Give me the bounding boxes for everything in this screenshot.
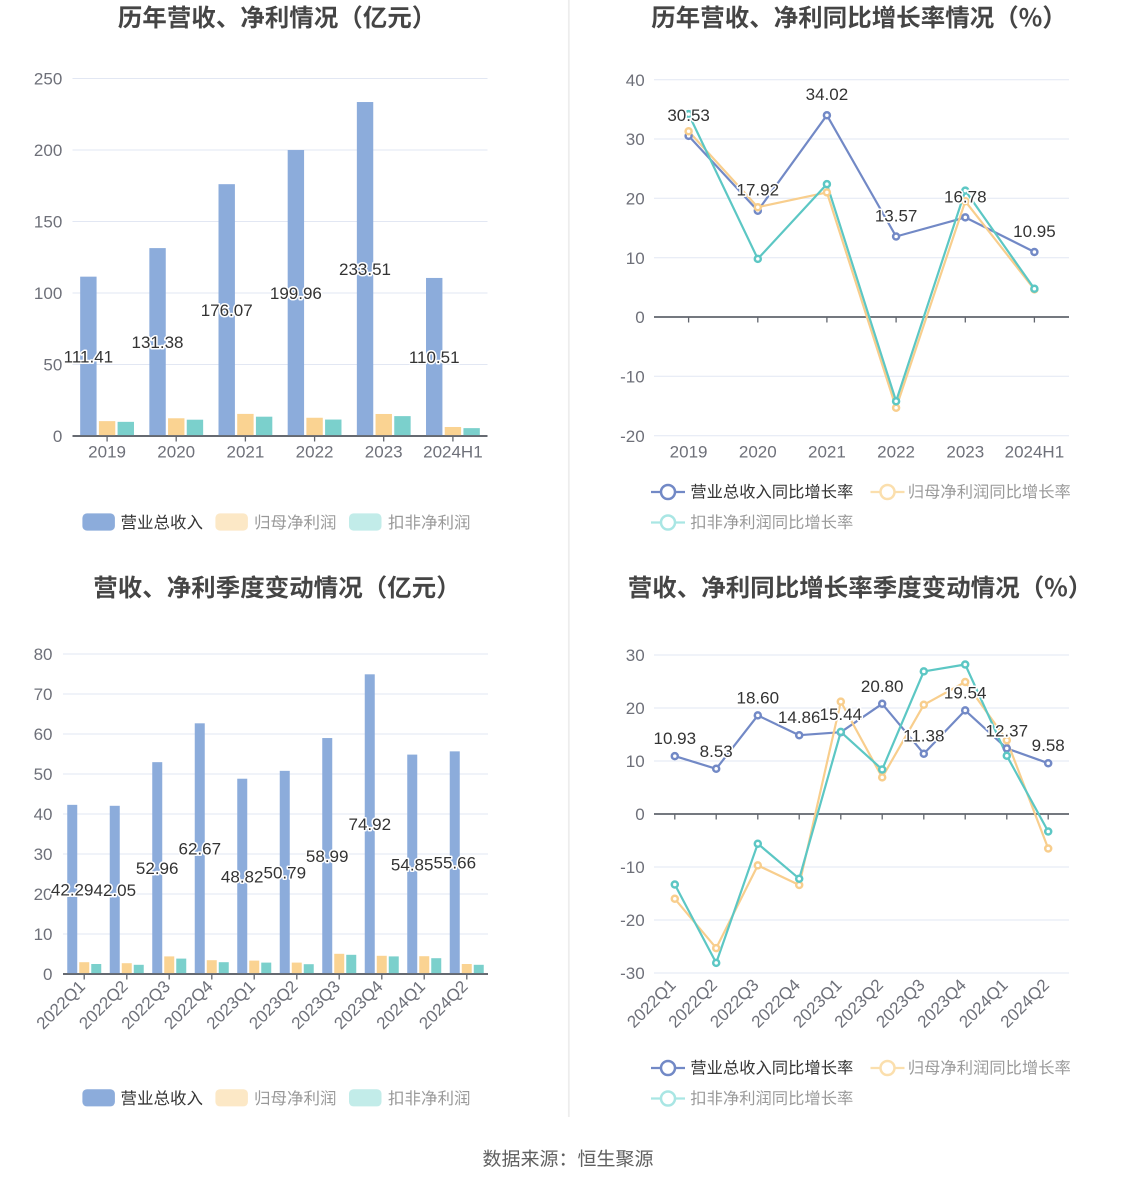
svg-text:14.86: 14.86 <box>778 708 821 727</box>
svg-text:2021: 2021 <box>226 443 264 462</box>
svg-text:30: 30 <box>626 646 645 665</box>
svg-text:60: 60 <box>34 725 53 744</box>
svg-text:20: 20 <box>626 699 645 718</box>
svg-text:74.92: 74.92 <box>349 815 392 834</box>
svg-text:131.38: 131.38 <box>132 333 184 352</box>
svg-text:2019: 2019 <box>88 443 126 462</box>
svg-text:30.53: 30.53 <box>667 106 710 125</box>
svg-text:-30: -30 <box>620 964 645 983</box>
svg-text:50: 50 <box>43 356 62 375</box>
svg-text:199.96: 199.96 <box>270 284 322 303</box>
svg-text:34.02: 34.02 <box>806 85 849 104</box>
svg-text:2023: 2023 <box>365 443 403 462</box>
svg-text:10.93: 10.93 <box>654 729 697 748</box>
svg-text:12.37: 12.37 <box>986 721 1029 740</box>
svg-text:233.51: 233.51 <box>339 260 391 279</box>
svg-text:30: 30 <box>626 130 645 149</box>
svg-text:2021: 2021 <box>808 443 846 462</box>
svg-text:20: 20 <box>626 190 645 209</box>
svg-text:2024H1: 2024H1 <box>423 443 483 462</box>
svg-text:2022: 2022 <box>296 443 334 462</box>
svg-text:80: 80 <box>34 645 53 664</box>
svg-text:200: 200 <box>34 141 62 160</box>
svg-text:13.57: 13.57 <box>875 207 918 226</box>
svg-text:2023: 2023 <box>946 443 984 462</box>
svg-text:17.92: 17.92 <box>737 181 780 200</box>
svg-text:0: 0 <box>43 965 52 984</box>
svg-text:58.99: 58.99 <box>306 847 349 866</box>
svg-text:52.96: 52.96 <box>136 859 179 878</box>
svg-text:40: 40 <box>626 71 645 90</box>
svg-text:0: 0 <box>635 805 644 824</box>
svg-text:-20: -20 <box>620 427 645 446</box>
svg-text:2020: 2020 <box>157 443 195 462</box>
svg-text:2019: 2019 <box>670 443 708 462</box>
svg-text:10: 10 <box>626 752 645 771</box>
svg-text:100: 100 <box>34 284 62 303</box>
svg-text:54.85: 54.85 <box>391 855 434 874</box>
svg-text:62.67: 62.67 <box>179 840 222 859</box>
svg-text:2024H1: 2024H1 <box>1005 443 1065 462</box>
svg-text:111.41: 111.41 <box>64 347 113 366</box>
svg-text:10.95: 10.95 <box>1013 222 1056 241</box>
svg-text:10: 10 <box>34 925 53 944</box>
svg-text:-10: -10 <box>620 858 645 877</box>
svg-text:19.54: 19.54 <box>944 683 987 702</box>
svg-text:-20: -20 <box>620 911 645 930</box>
svg-text:2022: 2022 <box>877 443 915 462</box>
svg-text:30: 30 <box>34 845 53 864</box>
svg-text:20.80: 20.80 <box>861 677 904 696</box>
svg-text:42.05: 42.05 <box>94 881 137 900</box>
svg-text:40: 40 <box>34 805 53 824</box>
svg-text:48.82: 48.82 <box>221 867 264 886</box>
svg-text:2020: 2020 <box>739 443 777 462</box>
svg-text:55.66: 55.66 <box>434 854 477 873</box>
svg-text:20: 20 <box>34 885 53 904</box>
svg-text:70: 70 <box>34 685 53 704</box>
svg-text:10: 10 <box>626 249 645 268</box>
svg-text:8.53: 8.53 <box>700 742 733 761</box>
svg-text:0: 0 <box>635 308 644 327</box>
svg-text:50: 50 <box>34 765 53 784</box>
svg-text:0: 0 <box>53 427 62 446</box>
svg-text:16.78: 16.78 <box>944 187 987 206</box>
svg-text:15.44: 15.44 <box>820 705 863 724</box>
svg-text:9.58: 9.58 <box>1032 736 1065 755</box>
svg-text:42.29: 42.29 <box>51 880 94 899</box>
svg-text:176.07: 176.07 <box>201 301 253 320</box>
svg-text:18.60: 18.60 <box>737 688 780 707</box>
svg-text:110.51: 110.51 <box>409 348 460 367</box>
svg-text:150: 150 <box>34 213 62 232</box>
svg-text:11.38: 11.38 <box>903 727 944 746</box>
svg-text:250: 250 <box>34 70 62 89</box>
svg-text:-10: -10 <box>620 368 645 387</box>
svg-text:50.79: 50.79 <box>264 863 307 882</box>
